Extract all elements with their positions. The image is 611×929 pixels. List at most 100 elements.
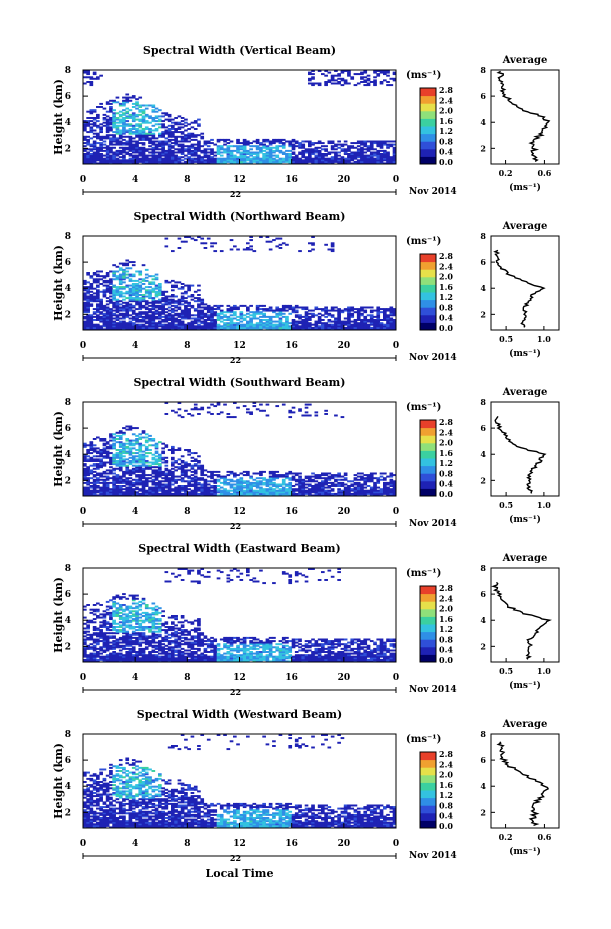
heatmap-cell xyxy=(203,160,208,163)
heatmap-cell xyxy=(353,323,358,326)
heatmap-cell xyxy=(259,162,263,165)
heatmap-cell xyxy=(213,491,218,494)
heatmap-cell xyxy=(334,157,338,160)
heatmap-cell xyxy=(190,153,195,155)
heatmap-cell xyxy=(154,156,159,159)
profile-y-tick-label: 8 xyxy=(480,65,486,75)
heatmap-cell xyxy=(383,485,387,487)
heatmap-cell xyxy=(138,106,143,108)
heatmap-cell xyxy=(96,328,100,331)
heatmap-cell xyxy=(311,326,315,329)
heatmap-cell xyxy=(109,317,113,320)
heatmap-cell xyxy=(291,328,296,331)
heatmap-cell xyxy=(350,153,355,155)
heatmap-cell xyxy=(112,467,116,470)
heatmap-cell xyxy=(151,325,156,328)
heatmap-cell xyxy=(383,477,387,480)
heatmap-cell xyxy=(89,143,94,146)
heatmap-cell xyxy=(187,301,191,304)
heatmap-cell xyxy=(102,143,107,146)
heatmap-cell xyxy=(164,118,169,121)
heatmap-cell xyxy=(158,300,162,303)
x-tick-label: 16 xyxy=(285,175,298,185)
heatmap-cell xyxy=(105,297,110,300)
heatmap-cell xyxy=(148,488,152,491)
heatmap-cell xyxy=(337,323,341,326)
heatmap-cell xyxy=(233,314,237,317)
heatmap-cell xyxy=(148,304,152,307)
heatmap-cell xyxy=(272,485,276,487)
heatmap-cell xyxy=(118,326,123,329)
heatmap-cell xyxy=(376,315,381,318)
heatmap-cell xyxy=(131,306,136,309)
heatmap-cell xyxy=(340,145,345,148)
heatmap-cell xyxy=(190,306,195,309)
heatmap-cell xyxy=(373,489,377,492)
heatmap-cell xyxy=(128,322,133,325)
heatmap-cell xyxy=(135,156,139,159)
heatmap-cell xyxy=(109,102,113,105)
heatmap-cell xyxy=(327,159,332,162)
heatmap-cell xyxy=(337,162,341,165)
heatmap-cell xyxy=(102,438,107,440)
heatmap-cell xyxy=(337,492,341,495)
heatmap-cell xyxy=(83,129,87,132)
heatmap-cell xyxy=(334,156,338,159)
heatmap-cell xyxy=(373,71,377,74)
heatmap-cell xyxy=(392,319,397,321)
heatmap-cell xyxy=(144,308,149,311)
heatmap-cell xyxy=(125,472,130,475)
heatmap-cell xyxy=(330,489,335,492)
heatmap-cell xyxy=(193,326,198,329)
heatmap-cell xyxy=(128,145,133,148)
heatmap-cell xyxy=(187,287,191,290)
heatmap-cell xyxy=(161,146,165,149)
heatmap-cell xyxy=(144,159,149,162)
heatmap-cell xyxy=(154,115,159,118)
heatmap-cell xyxy=(203,142,208,145)
heatmap-cell xyxy=(360,159,364,162)
heatmap-cell xyxy=(138,306,143,309)
heatmap-cell xyxy=(135,492,139,495)
heatmap-cell xyxy=(86,281,90,284)
heatmap-cell xyxy=(180,489,185,492)
heatmap-cell xyxy=(288,478,293,481)
heatmap-cell xyxy=(109,491,113,494)
heatmap-cell xyxy=(177,128,182,130)
heatmap-cell xyxy=(151,303,156,306)
heatmap-cell xyxy=(363,156,368,159)
heatmap-cell xyxy=(135,283,139,285)
heatmap-cell xyxy=(347,317,351,320)
heatmap-cell xyxy=(200,159,205,162)
heatmap-cell xyxy=(131,148,136,151)
heatmap-cell xyxy=(193,146,198,149)
heatmap-cell xyxy=(272,494,276,497)
heatmap-cell xyxy=(360,494,364,497)
heatmap-cell xyxy=(125,151,130,154)
heatmap-cell xyxy=(83,156,87,159)
heatmap-cell xyxy=(392,312,397,315)
heatmap-cell xyxy=(216,323,221,326)
heatmap-cell xyxy=(197,466,201,469)
heatmap-cell xyxy=(392,156,397,159)
heatmap-cell xyxy=(369,328,374,331)
heatmap-cell xyxy=(200,470,205,473)
heatmap-cell xyxy=(158,492,162,495)
heatmap-cell xyxy=(144,491,149,494)
heatmap-cell xyxy=(118,132,123,135)
heatmap-cell xyxy=(138,153,143,155)
heatmap-cell xyxy=(83,294,87,296)
heatmap-cell xyxy=(167,480,172,483)
heatmap-cell xyxy=(177,281,182,284)
heatmap-cell xyxy=(340,494,345,497)
heatmap-cell xyxy=(236,323,240,326)
heatmap-cell xyxy=(83,320,87,323)
heatmap-cell xyxy=(115,112,120,115)
heatmap-cell xyxy=(259,143,263,146)
heatmap-cell xyxy=(161,323,165,326)
heatmap-cell xyxy=(167,154,172,157)
heatmap-cell xyxy=(249,475,253,478)
heatmap-cell xyxy=(252,315,257,318)
heatmap-cell xyxy=(115,311,120,314)
heatmap-cell xyxy=(180,494,185,497)
